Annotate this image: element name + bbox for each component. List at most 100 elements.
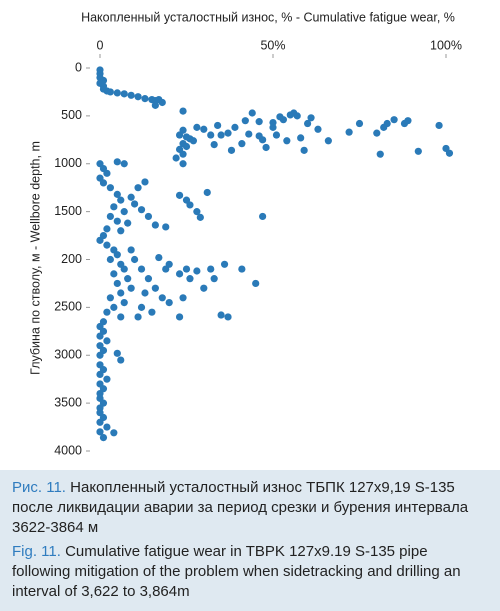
- point: [158, 294, 166, 302]
- x-tick-label: 0: [97, 38, 104, 52]
- point: [175, 191, 184, 199]
- point: [324, 137, 332, 145]
- point: [376, 150, 384, 158]
- point: [99, 433, 108, 442]
- point: [106, 184, 114, 192]
- point: [193, 267, 201, 275]
- point: [245, 130, 253, 138]
- point: [262, 143, 270, 152]
- point: [106, 212, 114, 221]
- point: [179, 150, 187, 158]
- y-tick-label: 500: [61, 108, 82, 122]
- point: [99, 179, 108, 187]
- point: [200, 125, 208, 133]
- y-tick-label: 4000: [54, 443, 82, 457]
- point: [144, 212, 153, 221]
- point: [373, 129, 381, 137]
- point: [103, 337, 111, 345]
- point: [300, 146, 308, 154]
- point: [283, 137, 291, 145]
- point: [103, 169, 111, 177]
- point: [241, 117, 249, 125]
- point: [117, 196, 125, 204]
- point: [210, 141, 218, 149]
- caption-en: Fig. 11. Cumulative fatigue wear in TBPK…: [0, 542, 494, 602]
- point: [220, 260, 229, 268]
- point: [96, 418, 104, 426]
- point: [193, 208, 201, 216]
- point: [259, 212, 267, 221]
- point: [355, 119, 364, 128]
- point: [224, 129, 232, 137]
- point: [106, 255, 114, 264]
- point: [117, 289, 125, 297]
- caption-label: Fig. 11.: [12, 543, 61, 560]
- point: [131, 200, 139, 208]
- point: [124, 275, 132, 283]
- point: [172, 154, 180, 162]
- point: [113, 217, 121, 225]
- point: [252, 279, 260, 288]
- point: [96, 236, 104, 244]
- chart: Накопленный усталостный износ, % - Cumul…: [28, 10, 462, 457]
- point: [103, 241, 111, 249]
- point: [148, 308, 156, 316]
- point: [131, 255, 139, 264]
- point: [175, 313, 184, 321]
- point: [404, 117, 412, 125]
- point: [238, 140, 246, 148]
- point: [186, 275, 194, 283]
- point: [127, 284, 135, 292]
- point: [141, 178, 149, 186]
- point: [162, 223, 170, 231]
- point: [96, 370, 104, 378]
- point: [238, 265, 246, 273]
- point: [214, 121, 222, 130]
- y-tick-label: 200: [61, 252, 82, 266]
- point: [307, 114, 315, 122]
- y-axis-title: Глубина по стволу, м - Wellbore depth, m: [28, 141, 42, 375]
- point: [110, 203, 118, 211]
- point: [103, 225, 111, 233]
- point: [151, 284, 159, 292]
- point: [137, 206, 146, 214]
- point: [217, 311, 225, 319]
- caption-ru: Рис. 11. Накопленный усталостный износ Т…: [0, 478, 494, 538]
- point: [134, 93, 142, 101]
- point: [127, 91, 135, 99]
- x-axis-title: Накопленный усталостный износ, % - Cumul…: [81, 10, 455, 24]
- point: [345, 128, 353, 136]
- point: [113, 89, 121, 97]
- point: [96, 332, 104, 340]
- point: [182, 142, 191, 151]
- point: [113, 279, 121, 288]
- y-tick-label: 1500: [54, 204, 82, 218]
- point: [217, 131, 225, 139]
- x-tick-label: 100%: [430, 38, 462, 52]
- point: [141, 289, 149, 297]
- point: [151, 101, 159, 109]
- point: [248, 109, 256, 117]
- point: [383, 119, 391, 128]
- caption: Рис. 11. Накопленный усталостный износ Т…: [0, 470, 500, 611]
- point: [127, 246, 135, 254]
- point: [445, 149, 454, 157]
- point: [203, 188, 211, 197]
- y-tick-label: 3000: [54, 348, 82, 362]
- point: [179, 126, 187, 134]
- point: [193, 123, 201, 131]
- point: [103, 423, 111, 431]
- point: [151, 221, 159, 229]
- point: [297, 134, 305, 142]
- point: [279, 116, 287, 124]
- point: [110, 429, 118, 437]
- point: [103, 375, 111, 383]
- caption-text: Накопленный усталостный износ ТБПК 127x9…: [12, 479, 469, 536]
- point: [227, 146, 236, 154]
- point: [113, 349, 121, 357]
- caption-label: Рис. 11.: [12, 479, 66, 496]
- point: [117, 227, 125, 235]
- point: [134, 313, 142, 321]
- point: [106, 294, 114, 302]
- point: [390, 116, 398, 124]
